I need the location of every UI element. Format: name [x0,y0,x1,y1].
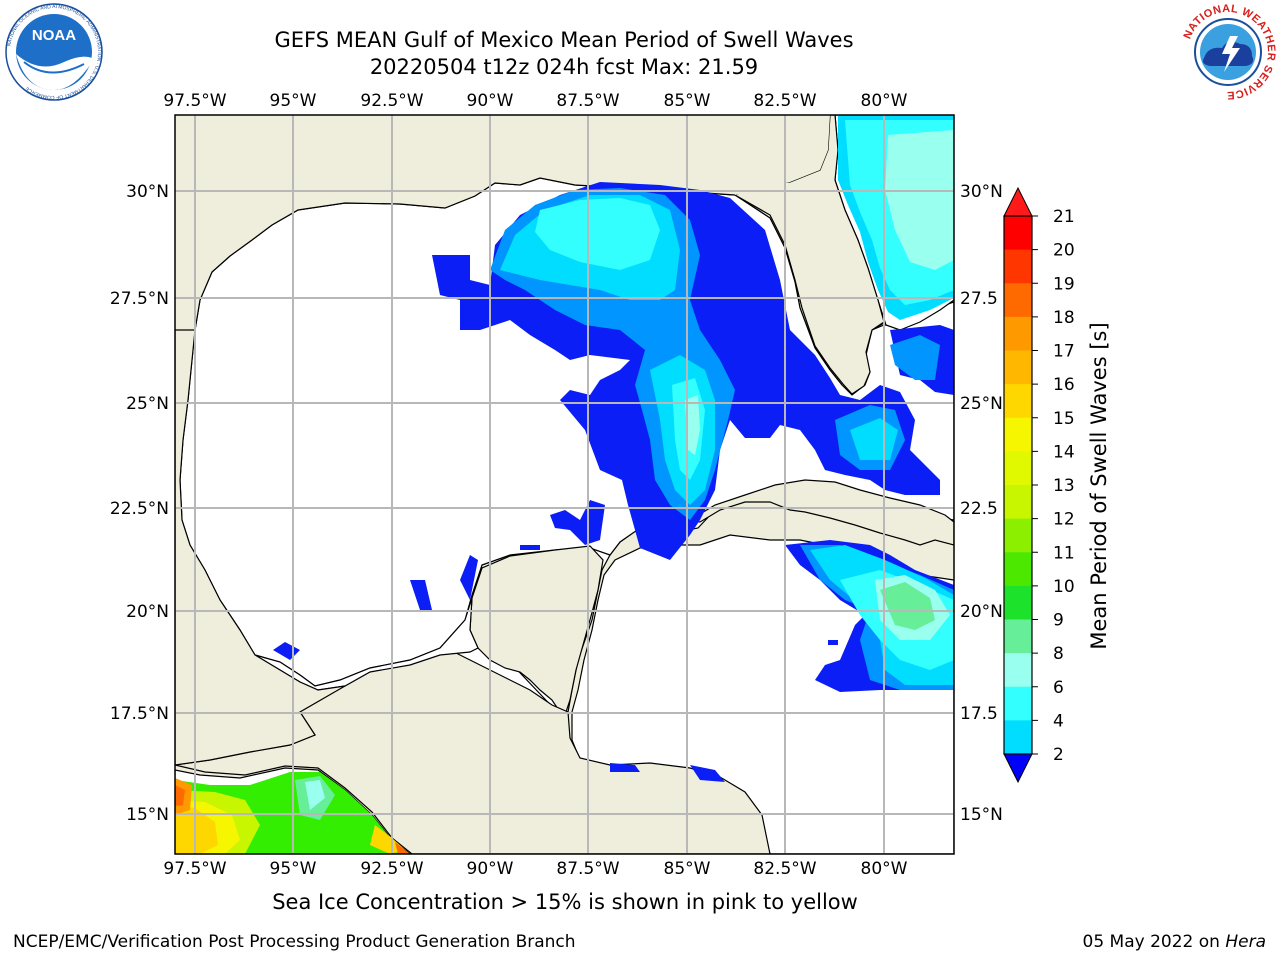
nws-logo: NATIONAL WEATHER SERVICE [1181,3,1277,101]
colorbar-tick-label: 8 [1053,644,1064,664]
lat-label-right-22-5: 22.5 [960,499,998,519]
lat-label-right-20n: 20°N [960,602,1003,622]
colorbar-label: Mean Period of Swell Waves [s] [1087,322,1111,649]
chart-title: GEFS MEAN Gulf of Mexico Mean Period of … [274,28,854,52]
colorbar-tick-label: 19 [1053,274,1075,294]
colorbar-tick-label: 20 [1053,241,1075,261]
colorbar: 21 20 19 18 17 16 15 14 13 12 11 10 9 8 6 4 2 Mean Perio… [1003,186,1111,784]
lon-label-top-97-5w: 97.5°W [163,91,226,111]
colorbar-tick-label: 12 [1053,510,1075,530]
lat-label-left-25n: 25°N [126,394,169,414]
colorbar-tick-label: 10 [1053,577,1075,597]
colorbar-segment [1004,518,1032,553]
colorbar-tick-label: 2 [1053,745,1064,765]
us-gulf-coast-land [175,115,830,330]
lon-label-top-80w: 80°W [861,91,908,111]
colorbar-tick-label: 6 [1053,678,1064,698]
map-gridlines [175,115,954,854]
colorbar-segment [1004,451,1032,486]
credit-branch: NCEP/EMC/Verification Post Processing Pr… [13,932,576,952]
lon-label-top-87-5w: 87.5°W [556,91,619,111]
colorbar-ticks: 21 20 19 18 17 16 15 14 13 12 11 10 9 8 6 4 2 [1032,207,1075,765]
lat-label-left-22-5n: 22.5°N [110,499,169,519]
lon-label-bottom-85w: 85°W [664,859,711,879]
colorbar-segment [1004,384,1032,419]
colorbar-segment [1004,552,1032,587]
lon-label-top-90w: 90°W [467,91,514,111]
lon-label-top-85w: 85°W [664,91,711,111]
colorbar-segment [1004,350,1032,385]
colorbar-segment [1004,216,1032,251]
svg-text:NOAA: NOAA [32,27,76,44]
yucatan-peninsula [469,545,604,716]
lon-label-top-95w: 95°W [270,91,317,111]
lon-label-bottom-82-5w: 82.5°W [753,859,816,879]
colorbar-tick-label: 21 [1053,207,1075,227]
colorbar-tick-label: 14 [1053,442,1075,462]
colorbar-tick-label: 18 [1053,308,1075,328]
lat-label-left-15n: 15°N [126,805,169,825]
colorbar-segment [1004,585,1032,621]
credit-date: 05 May 2022 on Hera [1083,932,1267,952]
lon-label-top-82-5w: 82.5°W [753,91,816,111]
colorbar-tick-label: 15 [1053,409,1075,429]
colorbar-extend-bottom [1003,753,1033,784]
lat-label-right-25n: 25°N [960,394,1003,414]
colorbar-segment [1004,686,1032,721]
lat-label-right-27-5: 27.5 [960,289,998,309]
lat-label-right-30n: 30°N [960,182,1003,202]
colorbar-segment [1004,283,1032,318]
colorbar-segment [1004,653,1032,688]
credit-machine: Hera [1225,932,1266,952]
lon-label-bottom-95w: 95°W [270,859,317,879]
mexico-land [175,329,346,766]
lon-label-bottom-92-5w: 92.5°W [360,859,423,879]
lon-label-top-92-5w: 92.5°W [360,91,423,111]
colorbar-extend-top [1003,186,1033,217]
colorbar-tick-label: 11 [1053,543,1075,563]
lon-label-bottom-87-5w: 87.5°W [556,859,619,879]
lat-label-left-30n: 30°N [126,182,169,202]
lon-label-bottom-80w: 80°W [861,859,908,879]
credit-date-text: 05 May 2022 on [1082,932,1226,952]
cuba-island [688,479,954,546]
noaa-logo: NOAA NATIONAL OCEANIC AND ATMOSPHERIC AD… [5,3,103,101]
lat-label-left-27-5n: 27.5°N [110,289,169,309]
bay-of-campeche [254,597,479,691]
lon-label-bottom-97-5w: 97.5°W [163,859,226,879]
colorbar-tick-label: 17 [1053,342,1075,362]
colorbar-tick-label: 4 [1053,711,1064,731]
colorbar-segment [1004,316,1032,352]
colorbar-tick-label: 9 [1053,611,1064,631]
swell-period-fill-10s [880,582,935,630]
chart-subtitle: 20220504 t12z 024h fcst Max: 21.59 [369,55,759,79]
colorbar-segment [1004,619,1032,654]
colorbar-tick-label: 13 [1053,476,1075,496]
colorbar-segment [1004,485,1032,520]
map-frame [174,114,955,855]
colorbar-segment [1004,249,1032,284]
lat-label-left-20n: 20°N [126,602,169,622]
lat-label-right-15n: 15°N [960,805,1003,825]
colorbar-segments [1004,216,1032,755]
colorbar-tick-label: 16 [1053,375,1075,395]
lat-label-left-17-5n: 17.5°N [110,704,169,724]
sea-ice-note: Sea Ice Concentration > 15% is shown in … [272,890,858,914]
lon-label-bottom-90w: 90°W [467,859,514,879]
lat-label-right-17-5: 17.5 [960,704,998,724]
colorbar-segment [1004,720,1032,755]
colorbar-segment [1004,417,1032,452]
